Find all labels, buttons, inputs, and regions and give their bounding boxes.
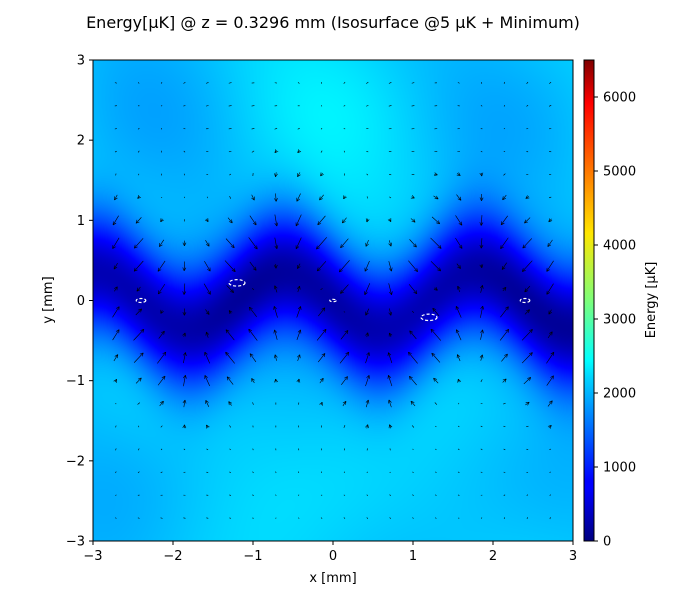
- x-axis: −3 −2 −1 0 1 2 3: [83, 541, 577, 564]
- x-tick-label: 3: [569, 549, 577, 564]
- y-tick-label: 1: [77, 214, 85, 229]
- y-axis: −3 −2 −1 0 1 2 3: [66, 54, 93, 550]
- chart-title: Energy[μK] @ z = 0.3296 mm (Isosurface @…: [86, 13, 580, 32]
- colorbar-tick-label: 0: [603, 535, 611, 550]
- x-axis-label: x [mm]: [309, 571, 356, 586]
- colorbar-ticks: 0 1000 2000 3000 4000 5000 6000: [594, 91, 636, 550]
- x-tick-label: −3: [83, 549, 102, 564]
- y-tick-label: 2: [77, 134, 85, 149]
- y-tick-label: 3: [77, 54, 85, 69]
- plot-area: [93, 60, 573, 541]
- energy-heatmap-image: [93, 60, 573, 541]
- x-tick-label: −2: [163, 549, 182, 564]
- colorbar-tick-label: 2000: [603, 387, 636, 402]
- y-tick-label: −2: [66, 454, 85, 469]
- x-tick-label: 1: [409, 549, 417, 564]
- x-tick-label: −1: [243, 549, 262, 564]
- y-tick-label: −1: [66, 374, 85, 389]
- x-tick-label: 0: [329, 549, 337, 564]
- colorbar-tick-label: 6000: [603, 91, 636, 106]
- colorbar-tick-label: 4000: [603, 239, 636, 254]
- colorbar-tick-label: 1000: [603, 461, 636, 476]
- y-tick-label: 0: [77, 294, 85, 309]
- colorbar-gradient: [584, 60, 594, 541]
- x-tick-label: 2: [489, 549, 497, 564]
- colorbar-tick-label: 5000: [603, 165, 636, 180]
- colorbar-label: Energy [μK]: [644, 262, 659, 339]
- y-tick-label: −3: [66, 535, 85, 550]
- y-axis-label: y [mm]: [41, 276, 56, 323]
- colorbar-tick-label: 3000: [603, 313, 636, 328]
- colorbar: 0 1000 2000 3000 4000 5000 6000 Energy [μK]: [584, 60, 659, 550]
